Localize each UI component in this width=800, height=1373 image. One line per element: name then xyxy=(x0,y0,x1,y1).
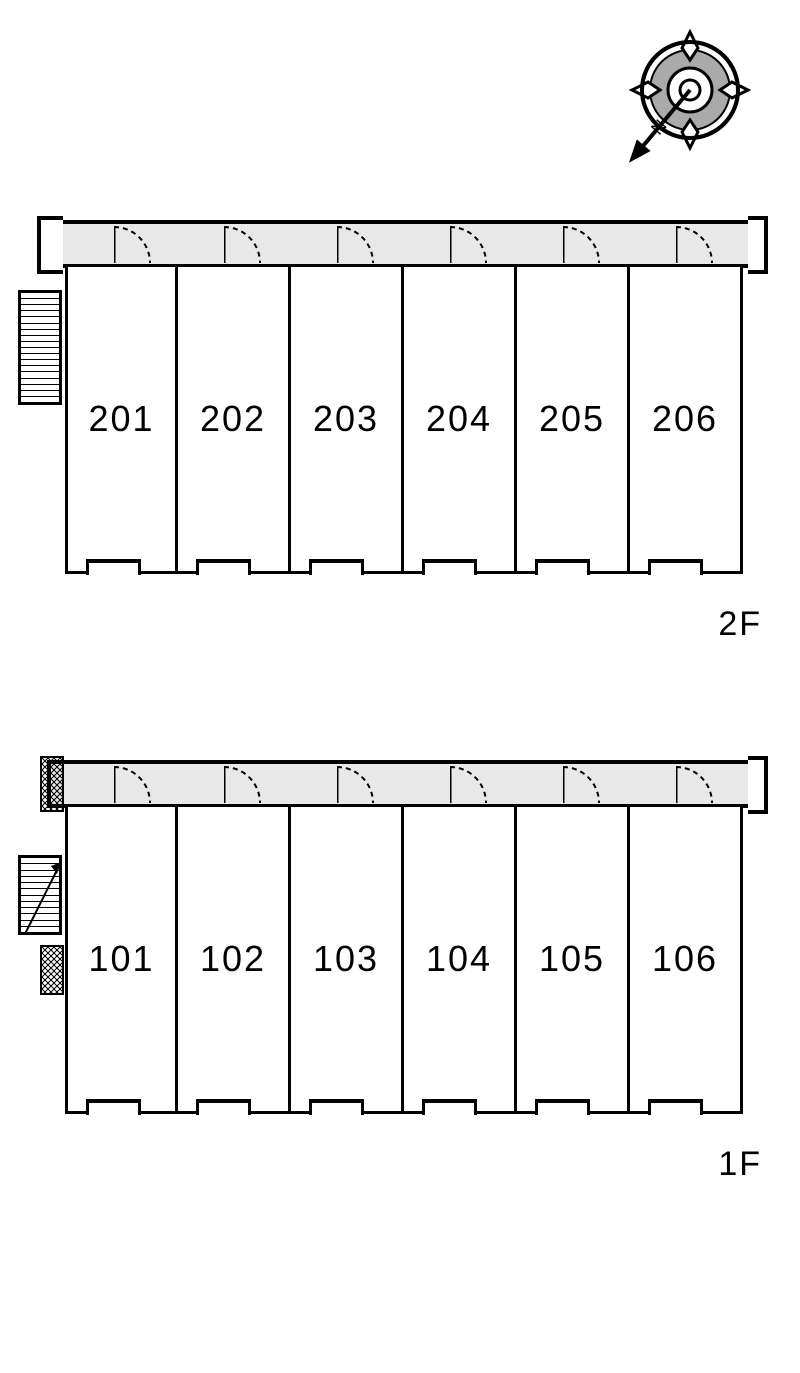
door-swing-icon xyxy=(450,763,492,805)
unit-203: 203 xyxy=(291,264,404,574)
door-swing-icon xyxy=(114,763,156,805)
unit-label: 206 xyxy=(652,398,718,440)
unit-label: 102 xyxy=(200,938,266,980)
unit-105: 105 xyxy=(517,804,630,1114)
unit-label: 105 xyxy=(539,938,605,980)
unit-label: 201 xyxy=(88,398,154,440)
unit-106: 106 xyxy=(630,804,743,1114)
unit-206: 206 xyxy=(630,264,743,574)
window-notch xyxy=(422,1099,477,1115)
door-swing-icon xyxy=(563,223,605,265)
door-swing-icon xyxy=(224,763,266,805)
unit-label: 202 xyxy=(200,398,266,440)
units-row-1f: 101 102 103 104 105 106 xyxy=(65,804,743,1114)
hatch-top-1f xyxy=(40,756,64,812)
door-swing-icon xyxy=(676,763,718,805)
window-notch xyxy=(535,1099,590,1115)
floor-label-2f: 2F xyxy=(718,605,762,644)
stairs-2f xyxy=(18,290,62,405)
unit-label: 106 xyxy=(652,938,718,980)
compass-icon: N xyxy=(615,25,765,180)
unit-204: 204 xyxy=(404,264,517,574)
units-row-2f: 201 202 203 204 205 206 xyxy=(65,264,743,574)
door-swing-icon xyxy=(563,763,605,805)
door-swing-icon xyxy=(337,223,379,265)
window-notch xyxy=(648,559,703,575)
window-notch xyxy=(196,559,251,575)
door-swing-icon xyxy=(114,223,156,265)
unit-103: 103 xyxy=(291,804,404,1114)
unit-label: 103 xyxy=(313,938,379,980)
window-notch xyxy=(648,1099,703,1115)
unit-104: 104 xyxy=(404,804,517,1114)
unit-label: 204 xyxy=(426,398,492,440)
unit-102: 102 xyxy=(178,804,291,1114)
door-swing-icon xyxy=(337,763,379,805)
window-notch xyxy=(422,559,477,575)
door-swing-icon xyxy=(224,223,266,265)
unit-label: 205 xyxy=(539,398,605,440)
corridor-right-cap-1f xyxy=(748,756,768,814)
stairs-1f xyxy=(18,855,62,935)
corridor-right-cap-2f xyxy=(748,216,768,274)
window-notch xyxy=(535,559,590,575)
window-notch xyxy=(309,1099,364,1115)
window-notch xyxy=(86,1099,141,1115)
corridor-cap-2f xyxy=(37,216,63,274)
floor-label-1f: 1F xyxy=(718,1145,762,1184)
window-notch xyxy=(196,1099,251,1115)
unit-label: 101 xyxy=(88,938,154,980)
unit-205: 205 xyxy=(517,264,630,574)
unit-label: 203 xyxy=(313,398,379,440)
unit-202: 202 xyxy=(178,264,291,574)
hatch-bottom-1f xyxy=(40,945,64,995)
window-notch xyxy=(86,559,141,575)
unit-201: 201 xyxy=(65,264,178,574)
window-notch xyxy=(309,559,364,575)
unit-101: 101 xyxy=(65,804,178,1114)
door-swing-icon xyxy=(676,223,718,265)
door-swing-icon xyxy=(450,223,492,265)
unit-label: 104 xyxy=(426,938,492,980)
